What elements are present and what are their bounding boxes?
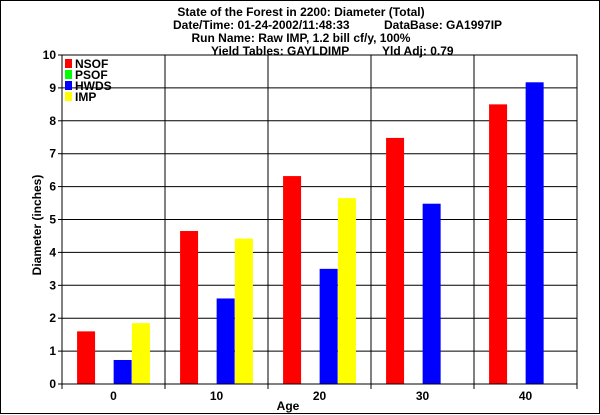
y-tick-label: 10 [43, 48, 57, 62]
bar-nsof [386, 137, 405, 384]
bar-hwds [525, 82, 544, 384]
y-axis-label: Diameter (inches) [30, 175, 44, 276]
bar-hwds [319, 268, 338, 384]
y-tick-label: 3 [49, 278, 56, 292]
bar-imp [234, 238, 253, 384]
y-tick-label: 8 [49, 114, 56, 128]
header-datetime: Date/Time: 01-24-2002/11:48:33 [173, 18, 350, 32]
legend-label-psof: PSOF [75, 68, 108, 82]
x-axis-label: Age [277, 399, 300, 413]
legend-swatch-hwds [65, 81, 72, 90]
legend-label-hwds: HWDS [75, 79, 112, 93]
bar-nsof [180, 231, 199, 384]
legend-label-nsof: NSOF [75, 57, 108, 71]
tick-labels: 0 1 2 3 4 5 6 7 8 9 10 0 10 20 30 40 [43, 48, 533, 403]
x-tick-label: 0 [110, 389, 117, 403]
legend-label-imp: IMP [75, 90, 96, 104]
legend-swatch-psof [65, 70, 72, 79]
header-yield-tables: Yield Tables: GAYLDIMP [211, 44, 349, 58]
legend-swatch-imp [65, 92, 72, 101]
bar-hwds [113, 359, 132, 384]
legend-swatch-nsof [65, 59, 72, 68]
bars [77, 82, 544, 384]
x-tick-label: 20 [313, 389, 327, 403]
y-tick-label: 7 [49, 147, 56, 161]
header-run-name: Run Name: Raw IMP, 1.2 bill cf/y, 100% [192, 31, 411, 45]
bar-nsof [77, 331, 96, 384]
y-tick-label: 6 [49, 180, 56, 194]
bar-nsof [283, 176, 302, 384]
y-tick-label: 9 [49, 81, 56, 95]
header-yield-adjustment: Yld Adj: 0.79 [382, 44, 454, 58]
bar-hwds [422, 203, 441, 384]
y-tick-label: 0 [49, 377, 56, 391]
x-tick-label: 40 [519, 389, 533, 403]
header-database: DataBase: GA1997IP [384, 18, 502, 32]
x-tick-label: 30 [416, 389, 430, 403]
x-tick-label: 10 [210, 389, 224, 403]
y-tick-label: 4 [49, 245, 56, 259]
bar-hwds [216, 298, 235, 384]
y-tick-label: 1 [49, 344, 56, 358]
y-tick-label: 5 [49, 213, 56, 227]
plot-area-border [61, 54, 578, 385]
y-tick-label: 2 [49, 311, 56, 325]
bar-imp [131, 323, 150, 384]
chart-title: State of the Forest in 2200: Diameter (T… [177, 5, 424, 19]
bar-imp [337, 198, 356, 384]
bar-nsof [489, 104, 508, 384]
